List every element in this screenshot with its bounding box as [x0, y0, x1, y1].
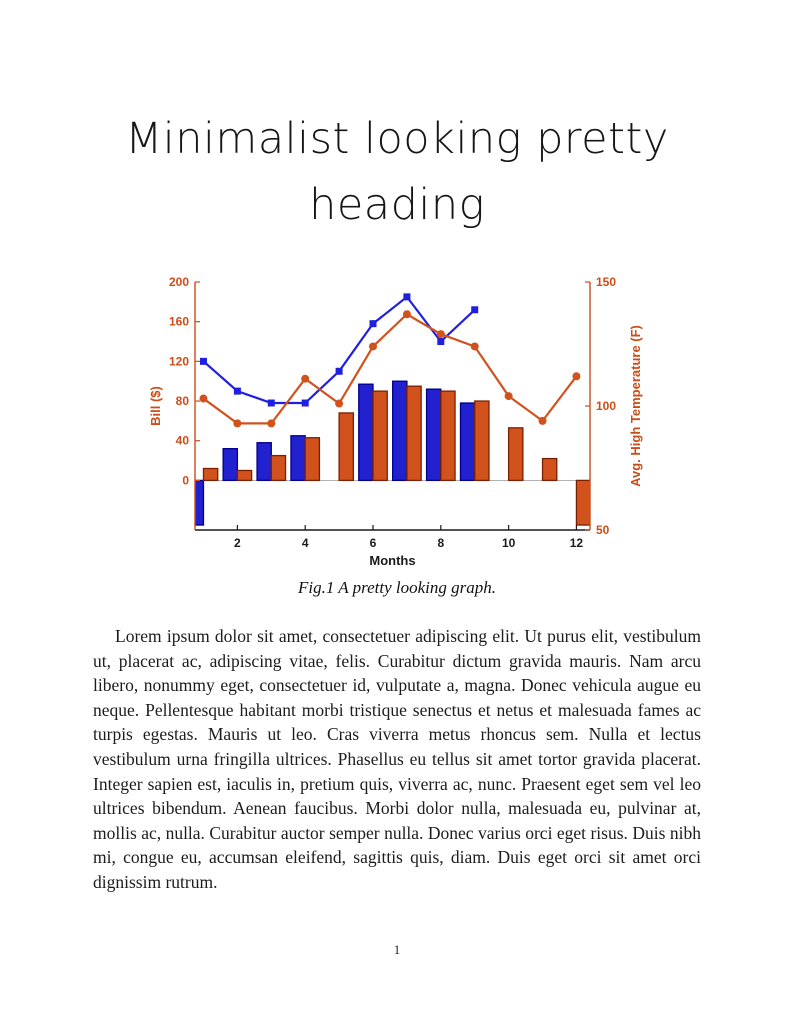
y-axis-label-right: Avg. High Temperature (F): [628, 325, 643, 487]
svg-text:80: 80: [176, 394, 190, 408]
svg-text:12: 12: [570, 536, 584, 550]
svg-text:150: 150: [596, 275, 616, 289]
svg-text:100: 100: [596, 399, 616, 413]
page-title-line-2: heading: [309, 180, 485, 230]
svg-text:4: 4: [302, 536, 309, 550]
page-number: 1: [393, 942, 401, 957]
chart-svg: 2 4 6 8 10 120408012016020050100150MonthsBill…: [148, 275, 643, 568]
svg-text:40: 40: [176, 434, 190, 448]
svg-text:200: 200: [169, 275, 189, 289]
svg-text:6: 6: [370, 536, 377, 550]
figure-caption: Fig.1 A pretty looking graph.: [297, 578, 496, 597]
temp-bars: [202, 385, 590, 526]
page-title-line-1: Minimalist looking pretty: [125, 114, 669, 164]
body-paragraph: Lorem ipsum dolor sit amet, consectetuer…: [93, 626, 701, 892]
chart-axes: 2 4 6 8 10 120408012016020050100150MonthsBill…: [148, 275, 643, 568]
svg-text:50: 50: [596, 523, 610, 537]
bill-bars: [195, 380, 476, 526]
svg-text:2: 2: [234, 536, 241, 550]
svg-text:160: 160: [169, 315, 189, 329]
page-title: Minimalist looking pretty heading: [0, 106, 794, 238]
y-axis-label-left: Bill ($): [148, 386, 163, 426]
figure-chart: 2 4 6 8 10 12 0 40 80 120 160 200 50 100 150 Months Bill…: [0, 274, 794, 598]
temp-line: [199, 310, 581, 428]
svg-text:0: 0: [182, 473, 189, 487]
plot-area: [195, 380, 590, 526]
body-text: Lorem ipsum dolor sit amet, consectetuer…: [93, 624, 701, 895]
svg-text:8: 8: [437, 536, 444, 550]
svg-text:10: 10: [502, 536, 516, 550]
svg-text:120: 120: [169, 354, 189, 368]
x-axis-label: Months: [369, 553, 415, 568]
